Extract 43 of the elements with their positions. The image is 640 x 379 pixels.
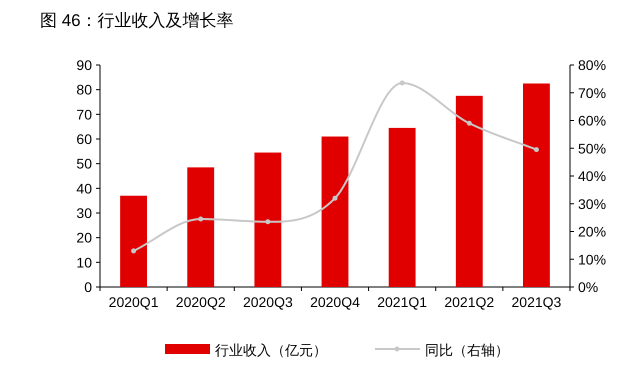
y-tick-label: 20 (76, 230, 92, 246)
y2-tick-label: 60% (578, 112, 606, 128)
y2-tick-label: 0% (578, 279, 598, 295)
y2-tick-label: 10% (578, 251, 606, 268)
y2-tick-label: 50% (578, 140, 606, 156)
legend-label: 行业收入（亿元） (215, 342, 327, 358)
x-tick-label: 2021Q2 (444, 294, 494, 310)
x-tick-label: 2021Q1 (377, 294, 428, 310)
y-tick-label: 40 (76, 180, 92, 196)
point (400, 80, 405, 86)
bar (187, 167, 214, 287)
y-tick-label: 10 (76, 254, 92, 270)
bar (322, 136, 348, 287)
bar (120, 196, 147, 287)
legend-label: 同比（右轴） (425, 342, 509, 358)
y-tick-label: 90 (76, 57, 92, 73)
y2-tick-label: 80% (578, 57, 606, 73)
x-tick-label: 2020Q2 (176, 294, 226, 310)
chart-title: 图 46：行业收入及增长率 (40, 11, 234, 30)
y-tick-label: 70 (76, 106, 92, 122)
x-tick-label: 2020Q3 (242, 294, 293, 310)
point (265, 219, 270, 224)
bar (523, 84, 550, 287)
y-tick-label: 0 (84, 279, 92, 295)
y2-tick-label: 30% (578, 196, 606, 212)
point (131, 248, 136, 254)
bar (254, 152, 282, 287)
y-tick-label: 60 (76, 131, 92, 147)
y-tick-label: 50 (76, 156, 92, 172)
x-tick-label: 2020Q4 (310, 294, 360, 310)
y-tick-label: 30 (76, 205, 92, 221)
point (332, 196, 338, 201)
y-tick-label: 80 (76, 82, 92, 98)
y2-tick-label: 70% (578, 84, 606, 101)
bar (456, 96, 483, 287)
x-tick-label: 2021Q3 (512, 294, 562, 310)
point (198, 216, 204, 222)
x-tick-label: 2020Q1 (108, 294, 159, 310)
y2-tick-label: 20% (578, 224, 606, 240)
point (466, 120, 472, 126)
bar (388, 128, 416, 287)
y2-tick-label: 40% (578, 168, 606, 184)
point (534, 147, 539, 152)
